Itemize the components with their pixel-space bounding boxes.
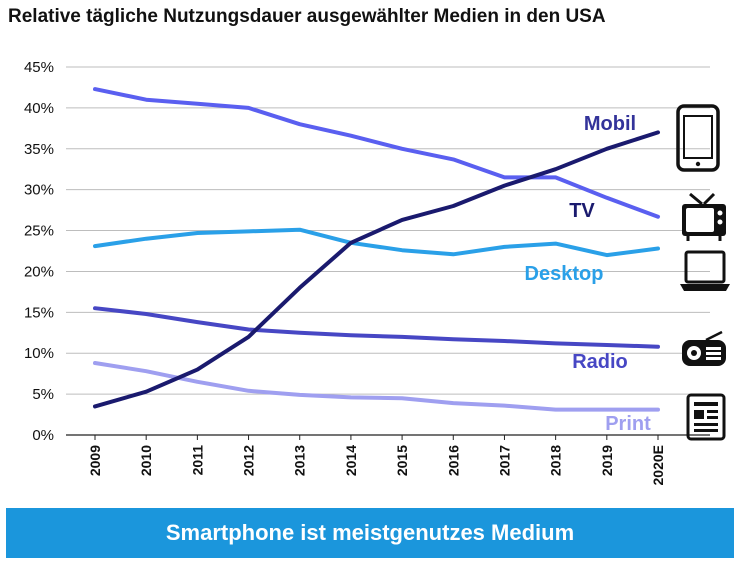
smartphone-icon	[676, 104, 720, 172]
series-label-mobil: Mobil	[584, 113, 636, 135]
series-line-print	[93, 361, 660, 412]
series-line-tv	[93, 87, 660, 219]
laptop-icon	[680, 250, 730, 291]
tv-icon	[682, 192, 726, 241]
chart-title: Relative tägliche Nutzungsdauer ausgewäh…	[8, 6, 606, 27]
series-line-mobil	[93, 130, 660, 409]
gridlines	[66, 66, 710, 436]
x-tick-label: 2013	[292, 445, 308, 476]
y-tick-label: 15%	[24, 304, 54, 321]
y-tick-label: 35%	[24, 141, 54, 158]
x-tick-label: 2017	[496, 445, 512, 476]
series-labels: Mobil TV Desktop Radio Print	[525, 113, 652, 435]
x-tick-label: 2011	[189, 445, 205, 476]
series-icons	[676, 104, 730, 441]
x-tick-label: 2019	[599, 445, 615, 476]
y-tick-label: 10%	[24, 345, 54, 362]
summary-banner: Smartphone ist meistgenutzes Medium	[6, 508, 734, 558]
series-label-radio: Radio	[572, 351, 628, 373]
series-label-tv: TV	[569, 200, 595, 222]
y-tick-label: 25%	[24, 223, 54, 240]
y-tick-label: 5%	[32, 386, 54, 403]
series-label-print: Print	[605, 413, 651, 435]
y-axis-ticks: 0% 5% 10% 15% 20% 25% 30% 35% 40% 45%	[24, 59, 54, 444]
x-tick-label: 2009	[87, 445, 103, 476]
x-tick-label: 2018	[548, 445, 564, 476]
newspaper-icon	[686, 393, 726, 441]
series-line-desktop	[93, 227, 660, 258]
x-tick-label: 2020E	[650, 445, 666, 485]
series-lines	[93, 87, 660, 412]
x-tick-label: 2010	[138, 445, 154, 476]
x-tick-label: 2016	[445, 445, 461, 476]
y-tick-label: 0%	[32, 427, 54, 444]
x-tick-label: 2012	[241, 445, 257, 476]
series-line-radio	[93, 306, 660, 349]
y-tick-label: 45%	[24, 59, 54, 76]
x-tick-label: 2014	[343, 445, 359, 476]
y-tick-label: 20%	[24, 263, 54, 280]
line-chart: 0% 5% 10% 15% 20% 25% 30% 35% 40% 45% 2009 2010 201…	[24, 59, 730, 485]
y-tick-label: 40%	[24, 100, 54, 117]
x-tick-label: 2015	[394, 445, 410, 476]
series-label-desktop: Desktop	[525, 263, 604, 285]
x-axis-ticks: 2009 2010 2011 2012 2013 2014 2015 2016 2017 2018…	[87, 435, 666, 485]
radio-icon	[682, 330, 726, 366]
y-tick-label: 30%	[24, 182, 54, 199]
